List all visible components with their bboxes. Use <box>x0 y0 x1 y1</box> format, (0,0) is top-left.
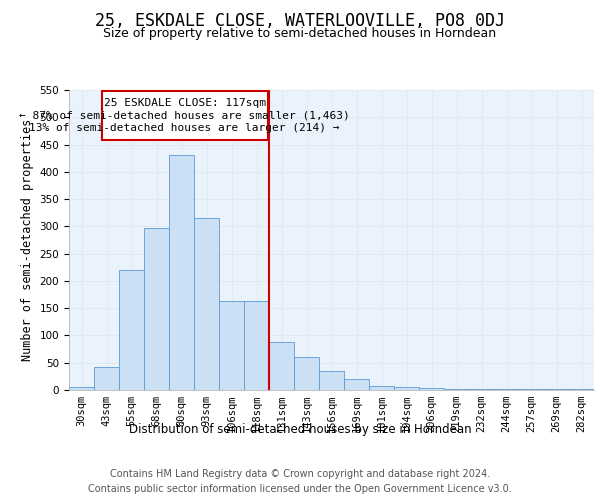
Y-axis label: Number of semi-detached properties: Number of semi-detached properties <box>21 119 34 361</box>
Bar <box>94 367 119 390</box>
Bar <box>269 342 294 390</box>
Bar <box>369 386 394 390</box>
Bar <box>394 386 419 390</box>
Bar <box>319 371 344 390</box>
Bar <box>144 228 169 390</box>
Text: Contains HM Land Registry data © Crown copyright and database right 2024.: Contains HM Land Registry data © Crown c… <box>110 469 490 479</box>
Bar <box>219 301 244 390</box>
Text: 25, ESKDALE CLOSE, WATERLOOVILLE, PO8 0DJ: 25, ESKDALE CLOSE, WATERLOOVILLE, PO8 0D… <box>95 12 505 30</box>
Bar <box>294 358 319 390</box>
Text: Size of property relative to semi-detached houses in Horndean: Size of property relative to semi-detach… <box>103 28 497 40</box>
Bar <box>344 379 369 390</box>
Text: 13% of semi-detached houses are larger (214) →: 13% of semi-detached houses are larger (… <box>29 123 340 133</box>
Bar <box>69 388 94 390</box>
Text: Contains public sector information licensed under the Open Government Licence v3: Contains public sector information licen… <box>88 484 512 494</box>
Bar <box>169 156 194 390</box>
Bar <box>244 301 269 390</box>
Bar <box>194 218 219 390</box>
Text: ← 87% of semi-detached houses are smaller (1,463): ← 87% of semi-detached houses are smalle… <box>19 110 350 120</box>
Text: Distribution of semi-detached houses by size in Horndean: Distribution of semi-detached houses by … <box>128 422 472 436</box>
Bar <box>444 389 469 390</box>
FancyBboxPatch shape <box>101 91 268 140</box>
Bar <box>119 270 144 390</box>
Bar <box>419 388 444 390</box>
Text: 25 ESKDALE CLOSE: 117sqm: 25 ESKDALE CLOSE: 117sqm <box>104 98 266 108</box>
